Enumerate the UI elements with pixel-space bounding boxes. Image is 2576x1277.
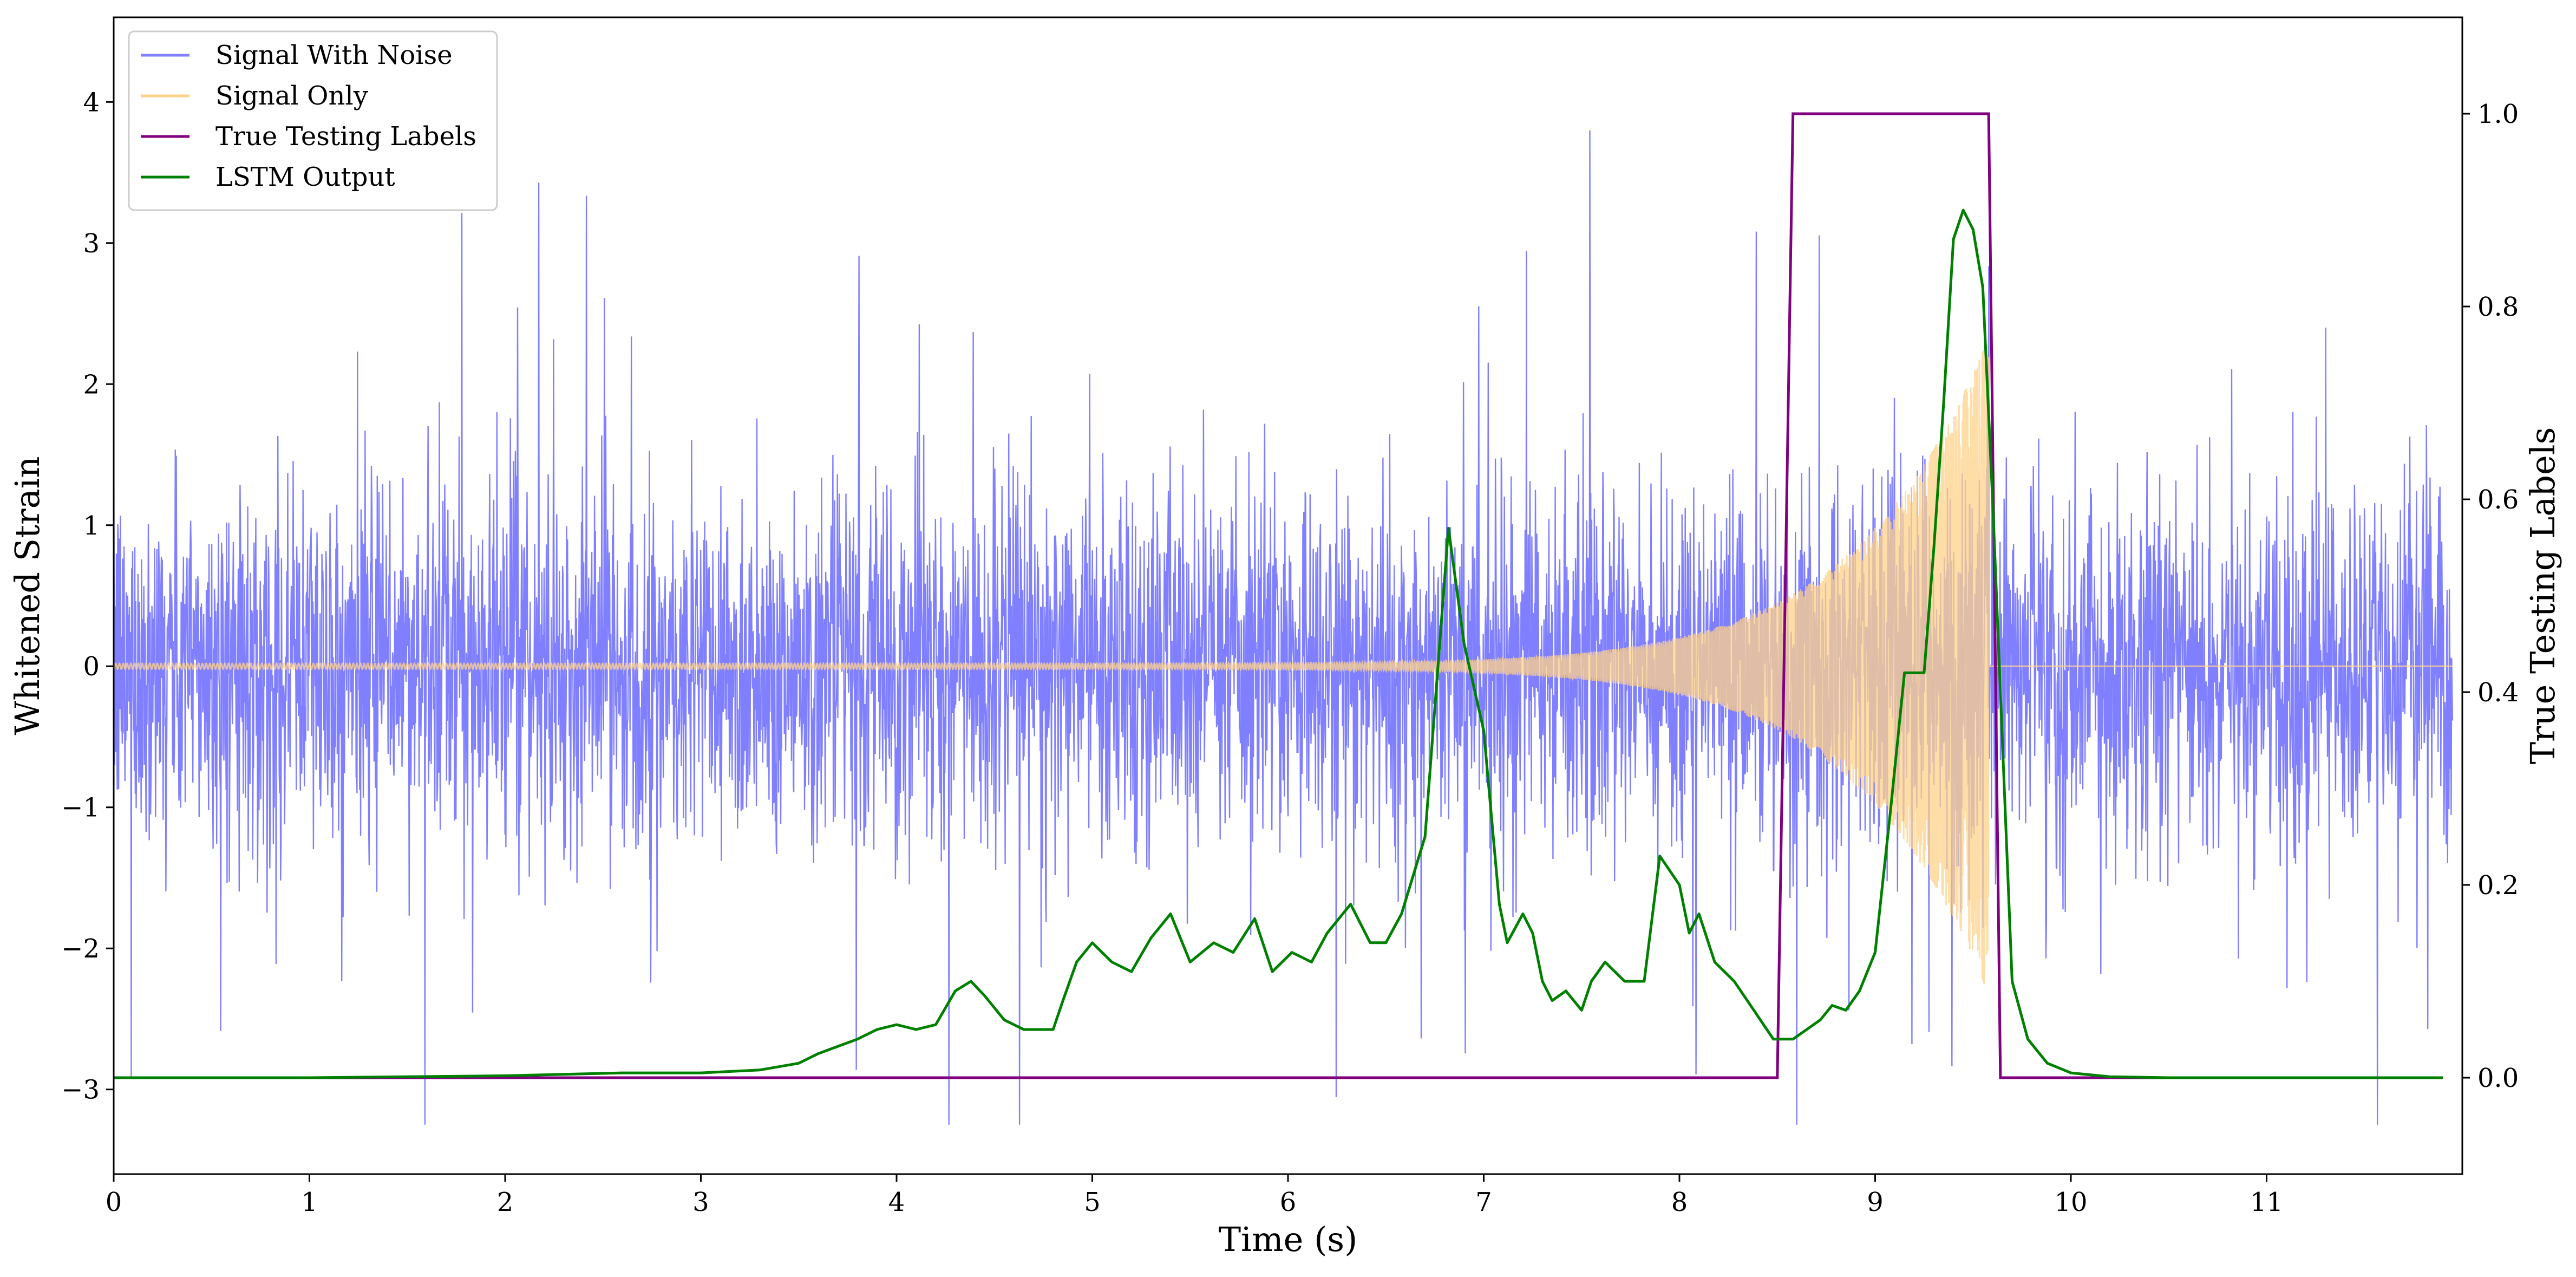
y-right-tick-label: 0.2 [2477, 870, 2519, 901]
x-tick-label: 8 [1671, 1187, 1688, 1217]
y-axis-left-label: Whitened Strain [8, 457, 47, 735]
series-signal-with-noise [113, 130, 2454, 1125]
x-tick-label: 4 [888, 1187, 905, 1217]
y-left-tick-label: 0 [83, 651, 100, 682]
x-tick-label: 11 [2250, 1187, 2283, 1217]
legend: Signal With Noise Signal Only True Testing… [128, 30, 498, 211]
legend-box [128, 30, 498, 211]
legend-label: True Testing Labels [215, 121, 476, 152]
y-left-tick-label: 3 [83, 229, 100, 259]
x-tick-label: 2 [497, 1187, 514, 1217]
y-right-tick-label: 0.4 [2477, 677, 2519, 708]
x-axis: 0 1 2 3 4 5 6 7 8 9 10 11 [106, 1174, 2283, 1217]
series-signal-only [113, 344, 2453, 984]
x-tick-label: 10 [2054, 1187, 2087, 1217]
series-true-testing-labels [114, 112, 2443, 1079]
signal-with-noise-line [113, 130, 2454, 1125]
y-left-tick-label: −1 [61, 793, 100, 823]
y-right-tick-label: 0.8 [2477, 292, 2519, 322]
y-axis-right: 0.0 0.2 0.4 0.6 0.8 1.0 [2462, 99, 2519, 1093]
y-left-tick-label: 4 [83, 87, 100, 118]
y-axis-left: −3 −2 −1 0 1 2 3 4 [61, 87, 114, 1105]
y-right-tick-label: 1.0 [2477, 99, 2519, 129]
y-left-tick-label: 2 [83, 369, 100, 400]
series-lstm-output [114, 209, 2443, 1079]
x-tick-label: 3 [692, 1187, 709, 1217]
y-right-tick-label: 0.0 [2477, 1063, 2519, 1093]
legend-label: Signal Only [215, 81, 368, 111]
lstm-output-line [114, 209, 2443, 1079]
y-left-tick-label: −2 [61, 934, 100, 964]
x-axis-label: Time (s) [1219, 1220, 1358, 1259]
y-right-tick-label: 0.6 [2477, 485, 2519, 515]
x-tick-label: 9 [1867, 1187, 1884, 1217]
x-tick-label: 0 [106, 1187, 122, 1217]
x-tick-label: 7 [1475, 1187, 1492, 1217]
x-tick-label: 1 [301, 1187, 318, 1217]
y-left-tick-label: −3 [61, 1075, 100, 1105]
legend-label: LSTM Output [215, 162, 395, 192]
signal-only-line [113, 344, 2453, 984]
y-left-tick-label: 1 [83, 511, 100, 541]
true-testing-labels-line [114, 112, 2443, 1079]
x-tick-label: 5 [1084, 1187, 1101, 1217]
legend-label: Signal With Noise [215, 40, 453, 70]
x-tick-label: 6 [1280, 1187, 1297, 1217]
y-axis-right-label: True Testing Labels [2523, 427, 2562, 765]
